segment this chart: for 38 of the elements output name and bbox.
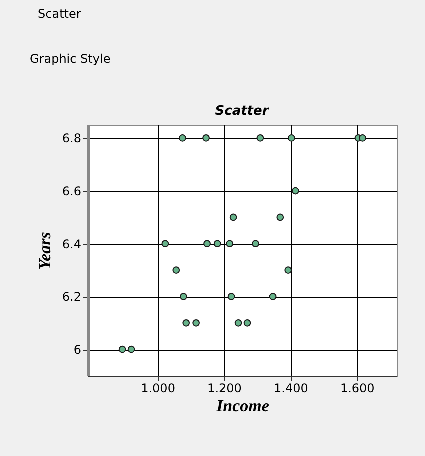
x-tick-label: 1.400 bbox=[274, 382, 308, 396]
y-tick-label: 6.8 bbox=[62, 132, 82, 146]
point bbox=[204, 240, 211, 248]
y-tick-label: 6.2 bbox=[62, 290, 82, 304]
point bbox=[128, 346, 136, 354]
y-tick-label: 6 bbox=[74, 343, 82, 358]
point bbox=[118, 346, 126, 354]
point bbox=[172, 266, 180, 274]
point bbox=[202, 134, 210, 142]
point bbox=[359, 134, 366, 142]
y-axis-title: Years bbox=[35, 232, 54, 270]
point bbox=[256, 134, 264, 142]
point bbox=[292, 187, 300, 195]
point bbox=[288, 134, 296, 142]
x-tick-label: 1.600 bbox=[340, 382, 375, 396]
point bbox=[252, 240, 260, 248]
point bbox=[214, 240, 222, 248]
point bbox=[234, 320, 242, 327]
point bbox=[269, 293, 277, 300]
point bbox=[179, 134, 186, 142]
point bbox=[192, 320, 200, 327]
point bbox=[244, 320, 252, 327]
text: Graphic Style bbox=[30, 52, 111, 66]
chart-title: Scatter bbox=[215, 104, 270, 119]
point bbox=[228, 293, 236, 300]
point bbox=[226, 240, 234, 248]
point bbox=[276, 214, 284, 222]
point bbox=[162, 240, 170, 248]
point bbox=[284, 266, 292, 274]
x-tick-label: 1.000 bbox=[141, 382, 176, 396]
y-tick-label: 6.4 bbox=[62, 237, 82, 252]
point bbox=[230, 214, 238, 222]
x-axis-title: Income bbox=[216, 396, 270, 416]
y-tick-label: 6.6 bbox=[62, 184, 82, 199]
point bbox=[182, 320, 190, 327]
x-tick-label: 1.200 bbox=[208, 382, 242, 396]
point bbox=[180, 293, 188, 300]
text: Scatter bbox=[38, 7, 82, 21]
